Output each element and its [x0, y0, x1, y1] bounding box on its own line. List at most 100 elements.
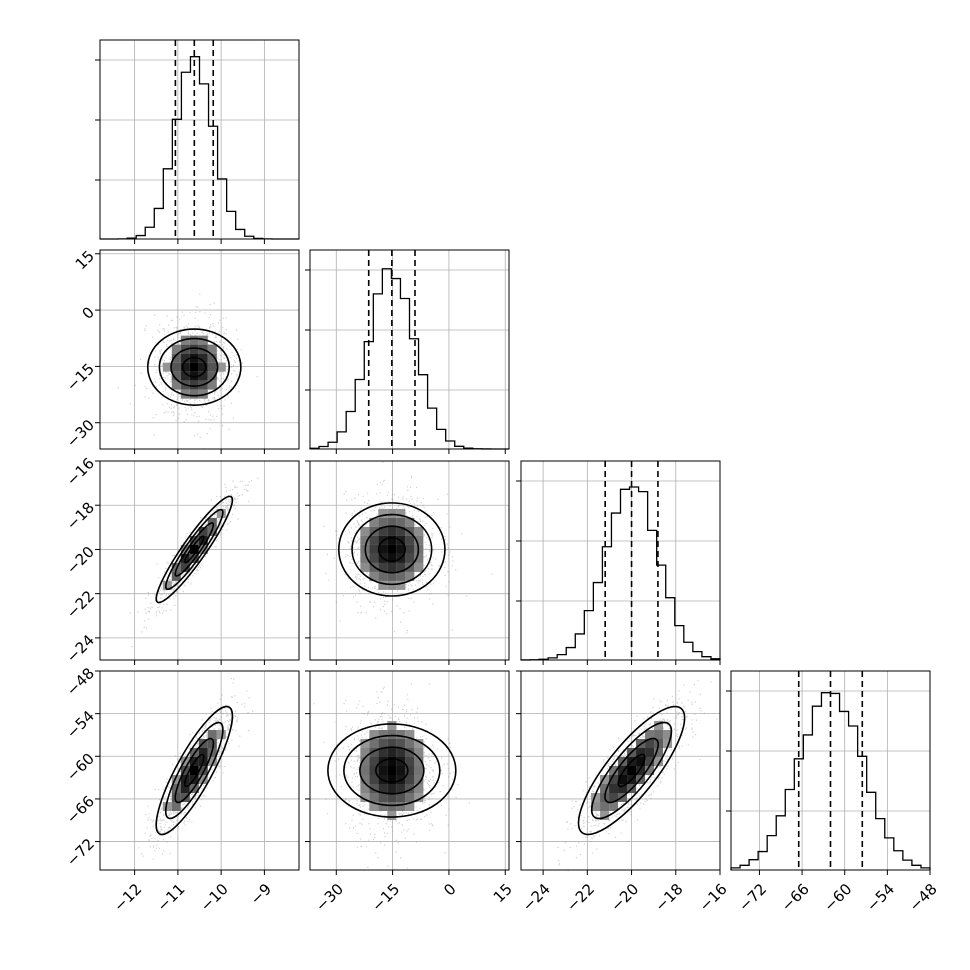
density-cell — [171, 353, 181, 363]
contour-level — [158, 337, 231, 397]
density-cell — [369, 730, 379, 739]
density-cell — [405, 775, 415, 784]
density-cell — [207, 353, 217, 363]
density-cell — [369, 757, 379, 766]
contour-level — [155, 705, 234, 836]
y-tick-label: −15 — [63, 360, 98, 395]
density-cell — [387, 553, 397, 563]
density-cell — [405, 793, 415, 802]
panel-frame — [309, 460, 510, 661]
histogram-0 — [99, 56, 299, 240]
panel-frame — [99, 39, 300, 240]
density-cell — [198, 353, 208, 363]
density-cell — [414, 562, 424, 572]
density-cell — [387, 784, 397, 793]
density-cell — [414, 748, 424, 757]
density-cell — [600, 775, 610, 784]
panel-2-0: −16 −18 −20 −22 −24 — [63, 454, 300, 666]
density-cell — [171, 802, 181, 811]
density-cell — [378, 793, 388, 802]
contour-level — [164, 721, 224, 820]
density-cell — [387, 811, 397, 820]
density-cell — [387, 721, 397, 730]
density-cell — [609, 793, 619, 802]
contour-level — [604, 737, 659, 804]
x-tick-label: −30 — [312, 880, 347, 915]
density-cell — [414, 793, 424, 802]
density-cell — [369, 802, 379, 811]
density-cell — [387, 580, 397, 590]
density-cell — [645, 766, 655, 775]
contour-level — [377, 537, 406, 562]
density-cell — [663, 730, 673, 739]
density-cell — [645, 739, 655, 748]
density-cell — [600, 784, 610, 793]
density-cell — [636, 757, 646, 766]
contour-level — [155, 495, 234, 604]
density-cell — [378, 784, 388, 793]
density-cell — [414, 526, 424, 536]
y-tick-label: −20 — [63, 543, 98, 578]
density-cell — [378, 802, 388, 811]
density-cell — [396, 748, 406, 757]
density-cell — [396, 784, 406, 793]
density-cell — [387, 748, 397, 757]
density-cell — [654, 730, 664, 739]
density-cell — [198, 775, 208, 784]
density-cell — [360, 748, 370, 757]
x-tick-label: −66 — [778, 880, 813, 915]
density-cell — [405, 739, 415, 748]
density-cell — [396, 730, 406, 739]
density-cell — [360, 757, 370, 766]
density-cell — [360, 562, 370, 572]
x-tick-label: −18 — [651, 880, 686, 915]
density-cell — [609, 784, 619, 793]
density-cell — [387, 535, 397, 545]
panel-frame — [520, 670, 721, 871]
contour-level — [343, 734, 441, 807]
density-cell — [189, 362, 199, 372]
density-cell — [396, 517, 406, 527]
contour-level — [183, 753, 205, 788]
density-cell — [414, 757, 424, 766]
contour-level — [183, 535, 205, 564]
x-tick-label: 15 — [490, 880, 516, 906]
density-cell — [207, 730, 217, 739]
density-cell — [369, 544, 379, 554]
density-cell — [216, 730, 226, 739]
density-cell — [414, 784, 424, 793]
contour-level — [359, 746, 425, 795]
density-cell — [378, 544, 388, 554]
density-cell — [378, 730, 388, 739]
y-tick-label: −54 — [63, 707, 98, 742]
density-cell — [369, 535, 379, 545]
contour-level — [174, 522, 215, 577]
density-cell — [387, 544, 397, 554]
contour-level — [375, 758, 409, 783]
density-cell — [414, 535, 424, 545]
x-tick-label: −9 — [247, 880, 275, 908]
panel-3-0: −12 −11 −10 −9 −48 −54 −60 −66 −72 — [63, 664, 300, 915]
panel-frame — [730, 670, 931, 871]
density-cell — [378, 748, 388, 757]
density-cell — [198, 748, 208, 757]
x-tick-label: −12 — [110, 880, 145, 915]
density-cell — [171, 380, 181, 390]
density-cell — [414, 739, 424, 748]
density-cell — [396, 793, 406, 802]
density-cell — [405, 757, 415, 766]
contour-level — [617, 753, 646, 788]
density-cell — [405, 748, 415, 757]
density-cell — [387, 517, 397, 527]
density-cell — [405, 517, 415, 527]
y-tick-label: −18 — [63, 499, 98, 534]
x-tick-label: −15 — [368, 880, 403, 915]
x-tick-label: −10 — [197, 880, 232, 915]
density-cell — [360, 526, 370, 536]
density-cell — [387, 730, 397, 739]
density-cell — [645, 730, 655, 739]
density-cell — [378, 571, 388, 581]
density-cell — [405, 535, 415, 545]
density-cell — [378, 526, 388, 536]
